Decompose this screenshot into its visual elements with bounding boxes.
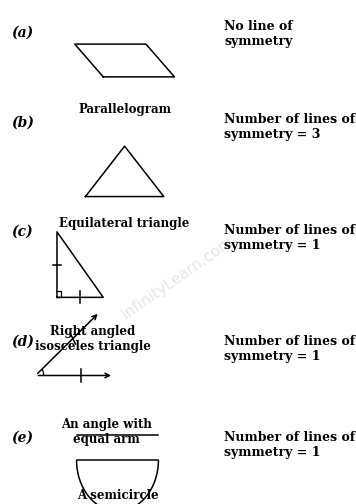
Text: (b): (b) — [11, 116, 34, 130]
Text: Number of lines of
symmetry = 1: Number of lines of symmetry = 1 — [224, 335, 355, 363]
Text: (c): (c) — [11, 224, 32, 238]
Text: Number of lines of
symmetry = 1: Number of lines of symmetry = 1 — [224, 224, 355, 253]
Text: No line of
symmetry: No line of symmetry — [224, 20, 293, 48]
Text: (e): (e) — [11, 431, 33, 445]
Text: An angle with
equal arm: An angle with equal arm — [61, 418, 152, 447]
Text: InfinityLearn.com: InfinityLearn.com — [119, 233, 237, 322]
Text: Parallelogram: Parallelogram — [78, 103, 171, 116]
Text: (a): (a) — [11, 25, 33, 39]
Text: Equilateral triangle: Equilateral triangle — [59, 217, 190, 230]
Text: Right angled
isosceles triangle: Right angled isosceles triangle — [35, 325, 151, 353]
Text: Number of lines of
symmetry = 3: Number of lines of symmetry = 3 — [224, 113, 355, 142]
Text: (d): (d) — [11, 335, 34, 349]
Text: Number of lines of
symmetry = 1: Number of lines of symmetry = 1 — [224, 431, 355, 459]
Text: A semicircle: A semicircle — [77, 489, 158, 502]
